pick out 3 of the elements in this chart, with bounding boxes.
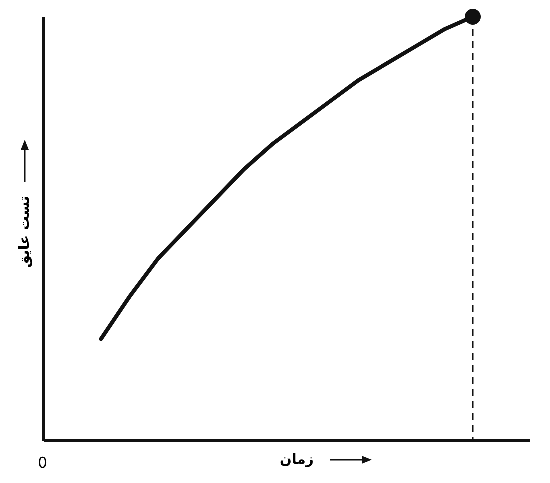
y-axis-title: تست عایق [17, 196, 33, 268]
text: 0 [38, 454, 48, 472]
x-axis-title: زمان [280, 452, 314, 468]
